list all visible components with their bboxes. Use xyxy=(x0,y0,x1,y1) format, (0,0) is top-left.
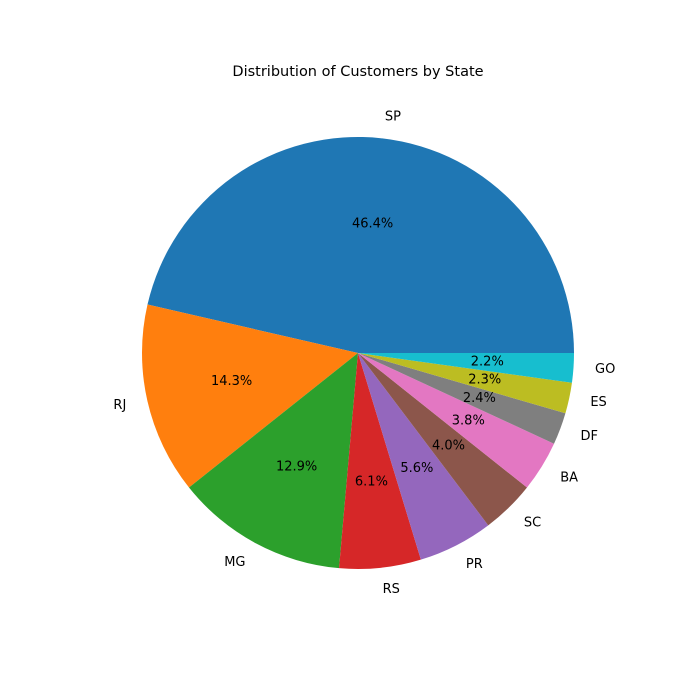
slice-label-ba: BA xyxy=(560,470,578,485)
chart-title: Distribution of Customers by State xyxy=(232,64,483,80)
pct-label-go: 2.2% xyxy=(471,354,504,369)
slice-label-rj: RJ xyxy=(113,398,126,413)
slice-label-es: ES xyxy=(590,395,606,410)
pie-slice-df xyxy=(358,353,566,444)
slice-label-sc: SC xyxy=(524,516,541,531)
pie-slice-mg xyxy=(189,353,358,569)
pct-label-pr: 5.6% xyxy=(400,461,433,476)
pie-slice-sp xyxy=(147,136,574,353)
pct-label-es: 2.3% xyxy=(468,373,501,388)
slice-label-mg: MG xyxy=(224,555,245,570)
pie-slice-go xyxy=(358,353,574,383)
slice-label-sp: SP xyxy=(385,109,401,124)
pie-slices xyxy=(142,136,574,569)
pie-slice-pr xyxy=(358,353,489,560)
pct-label-rj: 14.3% xyxy=(211,374,252,389)
pct-label-df: 2.4% xyxy=(463,391,496,406)
pct-label-ba: 3.8% xyxy=(452,414,485,429)
pie-slice-ba xyxy=(358,353,555,488)
pie-slice-es xyxy=(358,353,572,414)
slice-label-df: DF xyxy=(581,429,599,444)
slice-label-pr: PR xyxy=(466,557,483,572)
pie-slice-sc xyxy=(358,353,527,526)
pct-label-rs: 6.1% xyxy=(355,474,388,489)
pct-label-mg: 12.9% xyxy=(276,460,317,475)
pie-slice-rj xyxy=(142,304,358,488)
pie-labels: SP 46.4% RJ 14.3% MG 12.9% RS 6.1% PR 5.6% SC 4.0% B… xyxy=(113,109,615,596)
slice-label-go: GO xyxy=(595,362,615,377)
pct-label-sc: 4.0% xyxy=(432,438,465,453)
slice-label-rs: RS xyxy=(383,582,400,597)
pie-slice-rs xyxy=(339,353,421,569)
pct-label-sp: 46.4% xyxy=(352,217,393,232)
